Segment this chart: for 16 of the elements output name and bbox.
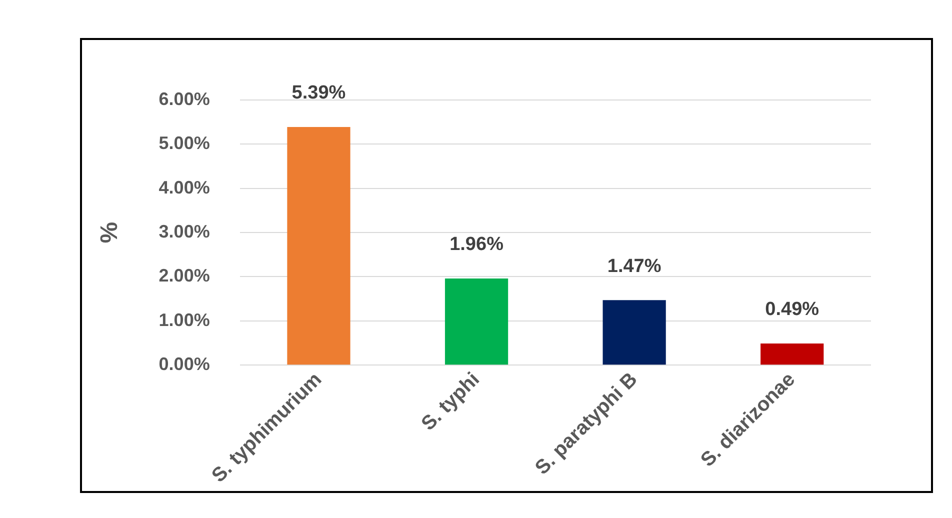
data-label: 1.96% — [450, 234, 504, 256]
data-label: 1.47% — [607, 256, 662, 277]
bar — [444, 278, 508, 365]
data-label: 0.49% — [765, 299, 820, 320]
y-tick-label: 6.00% — [158, 88, 210, 109]
y-tick-label: 3.00% — [158, 222, 210, 242]
y-tick-label: 0.00% — [158, 354, 210, 374]
y-tick-label: 4.00% — [158, 177, 210, 198]
bar — [602, 300, 666, 365]
y-tick-label: 2.00% — [158, 266, 210, 286]
bar — [287, 126, 350, 365]
y-axis-title: % — [96, 222, 124, 244]
y-tick-label: 5.00% — [158, 133, 210, 154]
y-tick-label: 1.00% — [158, 310, 210, 330]
data-label: 5.39% — [292, 82, 346, 104]
bar — [760, 343, 824, 365]
